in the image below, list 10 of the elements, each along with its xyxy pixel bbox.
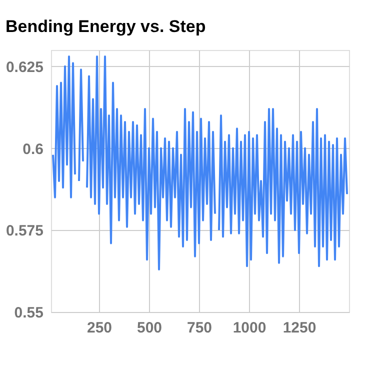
x-tick-label: 500 [136,320,162,336]
x-tick-label: 1000 [232,320,266,336]
y-tick-label: 0.575 [6,222,44,240]
chart-title: Bending Energy vs. Step [5,17,206,36]
x-tick-label: 250 [86,320,112,336]
y-tick-label: 0.6 [22,140,44,158]
x-tick-label: 750 [186,320,212,336]
x-tick-label: 1250 [282,320,316,336]
y-tick-label: 0.625 [6,58,44,76]
y-tick-label: 0.55 [14,304,44,322]
